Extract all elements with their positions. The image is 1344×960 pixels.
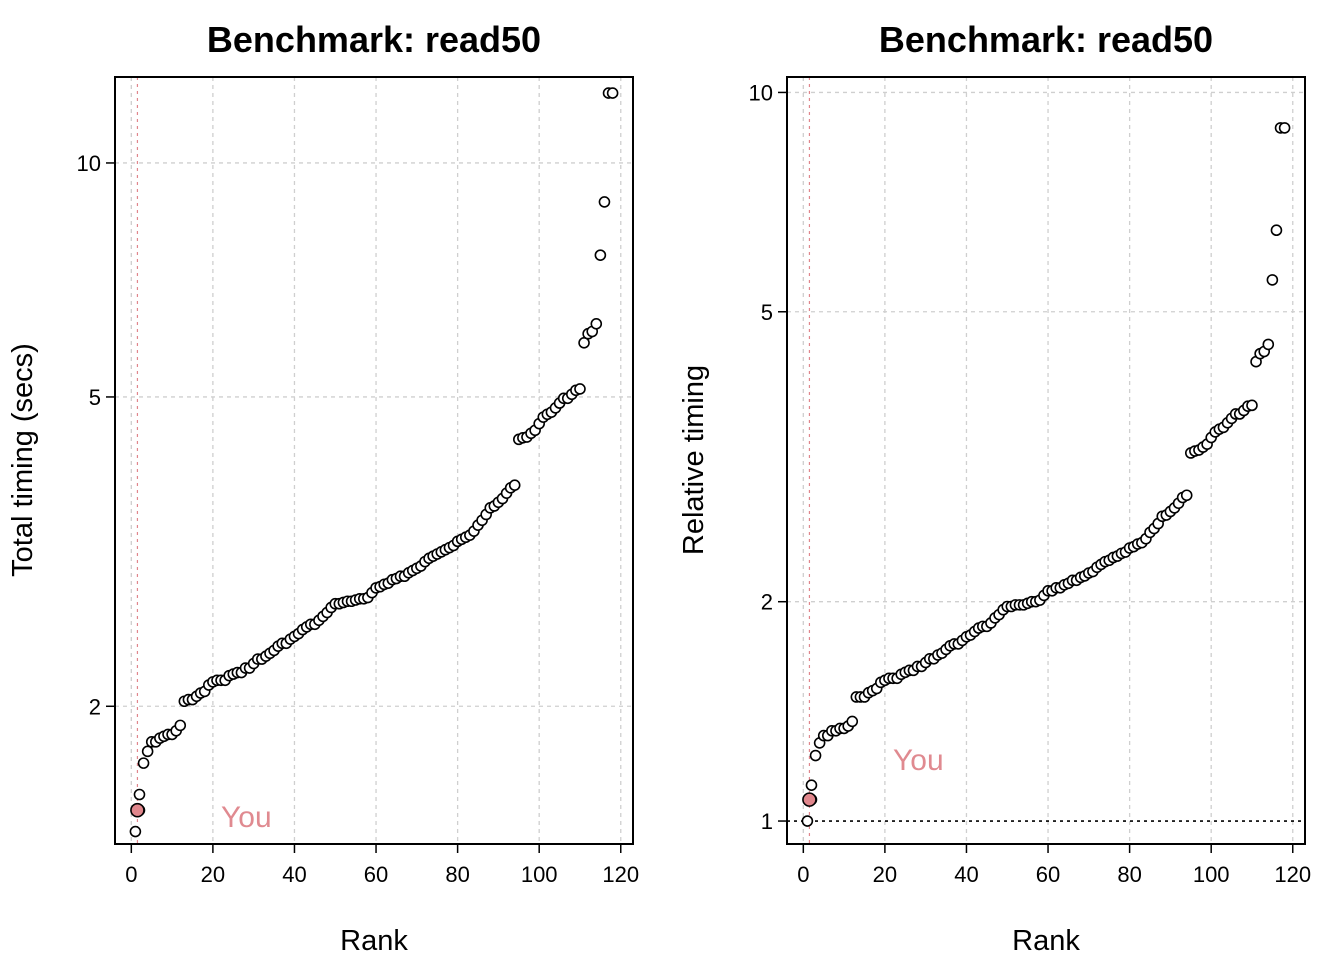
x-axis-label: Rank <box>340 925 408 957</box>
data-point <box>598 196 611 208</box>
data-point <box>1180 489 1193 502</box>
y-tick-label: 2 <box>89 694 101 719</box>
x-tick-label: 20 <box>201 862 225 887</box>
data-point <box>129 825 142 838</box>
data-point <box>1246 399 1258 412</box>
plot-frame <box>114 76 634 845</box>
y-axis-label: Relative timing <box>678 365 710 555</box>
x-tick-label: 120 <box>602 862 639 887</box>
data-point <box>1266 274 1279 286</box>
data-point <box>574 383 586 395</box>
x-tick-label: 60 <box>364 862 388 887</box>
y-axis-label: Total timing (secs) <box>7 343 39 577</box>
total-timing-panel: Benchmark: read50 0 20 40 60 80 100 120 2 5 10 Y… <box>7 19 639 957</box>
reference-lines <box>787 77 1305 844</box>
data-point <box>137 757 150 769</box>
x-tick-label: 0 <box>125 862 137 887</box>
grid-lines <box>787 77 1305 844</box>
x-axis-label: Rank <box>1012 925 1080 957</box>
y-axis-ticks: 2 5 10 <box>77 151 115 719</box>
y-tick-label: 5 <box>89 385 101 410</box>
chart-title: Benchmark: read50 <box>207 19 541 60</box>
you-label: You <box>221 801 272 834</box>
data-point <box>1270 224 1283 237</box>
data-point <box>809 749 822 762</box>
x-axis-ticks: 0 20 40 60 80 100 120 <box>797 844 1311 887</box>
you-label: You <box>893 744 944 777</box>
y-tick-label: 10 <box>77 151 101 176</box>
data-point <box>1278 122 1291 134</box>
y-tick-label: 10 <box>749 80 773 105</box>
plot-frame <box>786 76 1306 845</box>
y-tick-label: 1 <box>761 809 773 834</box>
x-tick-label: 40 <box>954 862 978 887</box>
x-tick-label: 100 <box>521 862 558 887</box>
you-point <box>130 802 145 818</box>
data-point <box>590 317 603 330</box>
x-tick-label: 60 <box>1036 862 1060 887</box>
data-points <box>801 122 1291 827</box>
data-point <box>141 745 154 758</box>
y-axis-ticks: 1 2 5 10 <box>749 80 787 834</box>
x-tick-label: 80 <box>445 862 469 887</box>
x-axis-ticks: 0 20 40 60 80 100 120 <box>125 844 639 887</box>
y-tick-label: 5 <box>761 300 773 325</box>
x-tick-label: 120 <box>1274 862 1311 887</box>
chart-title: Benchmark: read50 <box>879 19 1213 60</box>
data-point <box>846 715 859 728</box>
x-tick-label: 20 <box>873 862 897 887</box>
data-point <box>133 788 146 801</box>
x-tick-label: 40 <box>282 862 306 887</box>
data-point <box>174 719 187 732</box>
x-tick-label: 0 <box>797 862 809 887</box>
x-tick-label: 100 <box>1193 862 1230 887</box>
data-point <box>1262 338 1275 351</box>
grid-lines <box>115 77 633 844</box>
you-point <box>802 792 817 807</box>
relative-timing-panel: Benchmark: read50 0 20 40 60 80 100 120 12510 … <box>678 19 1311 957</box>
data-point <box>594 249 607 261</box>
x-tick-label: 80 <box>1117 862 1141 887</box>
data-point <box>805 779 818 791</box>
data-point <box>606 87 619 99</box>
data-point <box>508 479 521 491</box>
y-tick-label: 2 <box>761 590 773 615</box>
data-point <box>801 815 814 827</box>
data-points <box>129 87 619 838</box>
